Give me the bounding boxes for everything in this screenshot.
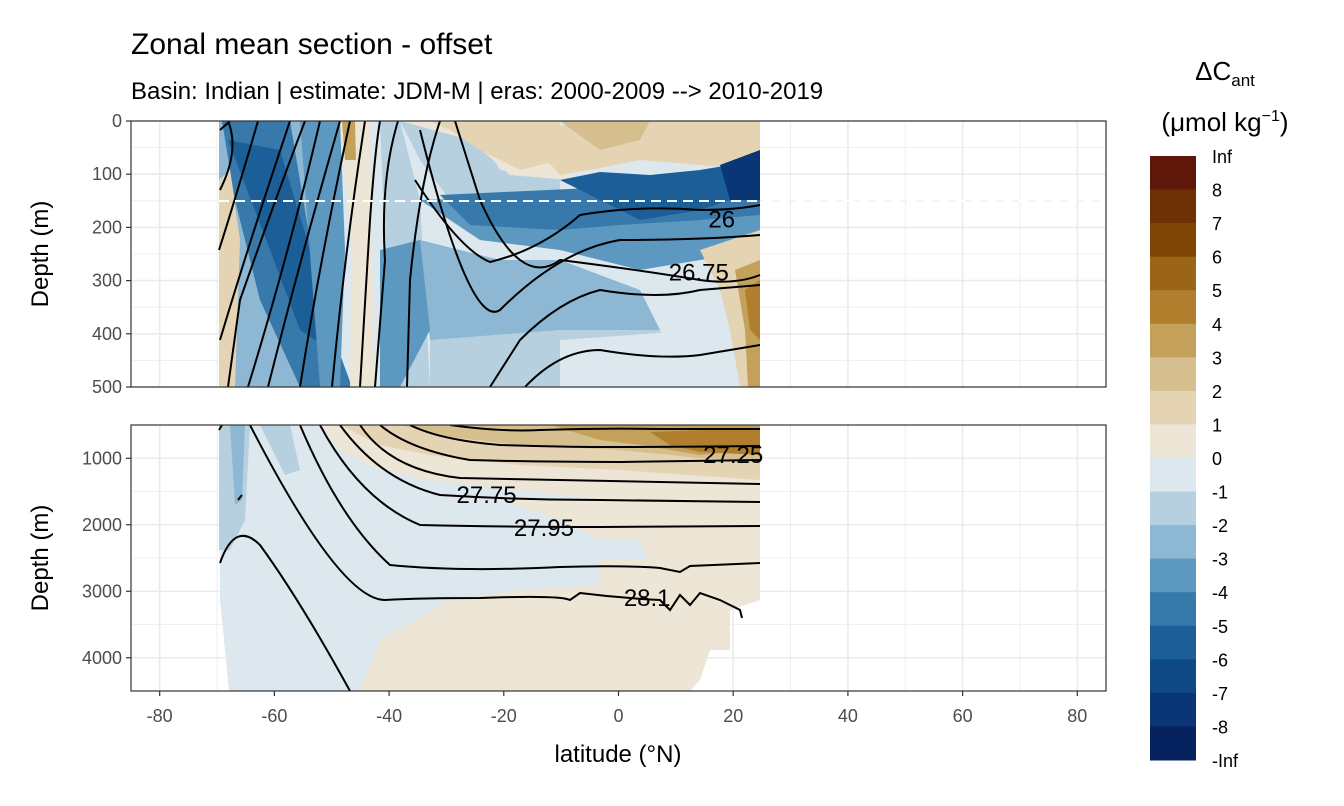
x-tick-label: 0 (613, 706, 623, 726)
upper-density-contours (218, 121, 761, 387)
upper-y-axis: 0 100 200 300 400 500 (92, 111, 131, 397)
x-tick-label: 80 (1067, 706, 1087, 726)
legend-swatch (1150, 659, 1196, 694)
chart-title: Zonal mean section - offset (131, 28, 493, 61)
legend-swatch (1150, 625, 1196, 660)
x-tick-label: -20 (491, 706, 517, 726)
legend-swatches (1150, 156, 1196, 761)
x-tick-label: -60 (261, 706, 287, 726)
legend-label: -2 (1212, 516, 1228, 536)
legend-label: Inf (1212, 147, 1233, 167)
lower-panel: 1000 2000 3000 4000 27.25 27.75 27.95 28.1 (82, 424, 1107, 692)
color-legend: ΔCant (μmol kg−1) Inf 8 7 6 5 4 3 2 1 0 -1 -2 -3 -4 -5… (1150, 56, 1289, 771)
legend-swatch (1150, 290, 1196, 325)
legend-label: -4 (1212, 583, 1228, 603)
legend-swatch (1150, 357, 1196, 392)
x-tick-label: 20 (723, 706, 743, 726)
legend-label: 0 (1212, 449, 1222, 469)
legend-swatch (1150, 458, 1196, 493)
legend-swatch (1150, 256, 1196, 291)
contour-label: 27.25 (703, 442, 763, 469)
legend-swatch (1150, 223, 1196, 258)
legend-label: 3 (1212, 348, 1222, 368)
legend-labels: Inf 8 7 6 5 4 3 2 1 0 -1 -2 -3 -4 -5 -6 -7 -8 -Inf (1212, 147, 1239, 771)
legend-label: 1 (1212, 415, 1222, 435)
chart-subtitle: Basin: Indian | estimate: JDM-M | eras: … (131, 78, 823, 105)
lower-y-axis: 1000 2000 3000 4000 (82, 448, 131, 668)
y-tick-label: 400 (92, 324, 122, 344)
y-tick-label: 4000 (82, 648, 122, 668)
contour-label: 28.1 (624, 585, 671, 612)
legend-label: 6 (1212, 248, 1222, 268)
legend-swatch (1150, 491, 1196, 526)
legend-label: 2 (1212, 382, 1222, 402)
y-tick-label: 200 (92, 217, 122, 237)
legend-label: -7 (1212, 684, 1228, 704)
upper-y-axis-label: Depth (m) (27, 201, 54, 308)
upper-panel-border (130, 120, 1107, 388)
legend-label: 4 (1212, 315, 1222, 335)
lower-field-fill (219, 425, 760, 691)
upper-field-fill (219, 121, 760, 387)
legend-label: 7 (1212, 214, 1222, 234)
y-tick-label: 1000 (82, 448, 122, 468)
legend-label: 8 (1212, 181, 1222, 201)
contour-label: 27.95 (514, 515, 574, 542)
x-tick-label: -40 (376, 706, 402, 726)
lower-y-axis-label: Depth (m) (27, 505, 54, 612)
y-tick-label: 300 (92, 271, 122, 291)
y-tick-label: 3000 (82, 581, 122, 601)
legend-swatch (1150, 726, 1196, 761)
y-tick-label: 0 (112, 111, 122, 131)
x-tick-label: 40 (838, 706, 858, 726)
x-tick-label: 60 (953, 706, 973, 726)
legend-label: -8 (1212, 717, 1228, 737)
upper-panel: 0 100 200 300 400 500 26 26.75 (92, 111, 1107, 397)
legend-label: -5 (1212, 617, 1228, 637)
legend-swatch (1150, 189, 1196, 224)
y-tick-label: 500 (92, 377, 122, 397)
legend-label: 5 (1212, 281, 1222, 301)
legend-swatch (1150, 525, 1196, 560)
legend-label: -1 (1212, 483, 1228, 503)
legend-swatch (1150, 156, 1196, 191)
lower-contour-labels: 27.25 27.75 27.95 28.1 (457, 442, 764, 612)
contour-label: 26 (708, 206, 735, 233)
legend-swatch (1150, 592, 1196, 627)
legend-label: -Inf (1212, 751, 1239, 771)
y-tick-label: 100 (92, 164, 122, 184)
legend-swatch (1150, 558, 1196, 593)
x-axis: -80 -60 -40 -20 0 20 40 60 80 (147, 691, 1087, 726)
legend-label: -6 (1212, 650, 1228, 670)
legend-swatch (1150, 323, 1196, 358)
legend-title: ΔCant (1195, 56, 1255, 90)
legend-unit: (μmol kg−1) (1161, 107, 1288, 137)
lower-density-contours (218, 425, 761, 691)
contour-label: 27.75 (457, 482, 517, 509)
legend-swatch (1150, 424, 1196, 459)
legend-swatch (1150, 692, 1196, 727)
legend-swatch (1150, 390, 1196, 425)
x-tick-label: -80 (147, 706, 173, 726)
legend-label: -3 (1212, 550, 1228, 570)
x-axis-label: latitude (°N) (555, 741, 682, 768)
upper-contour-labels: 26 26.75 (669, 206, 735, 286)
contour-label: 26.75 (669, 260, 729, 287)
y-tick-label: 2000 (82, 515, 122, 535)
